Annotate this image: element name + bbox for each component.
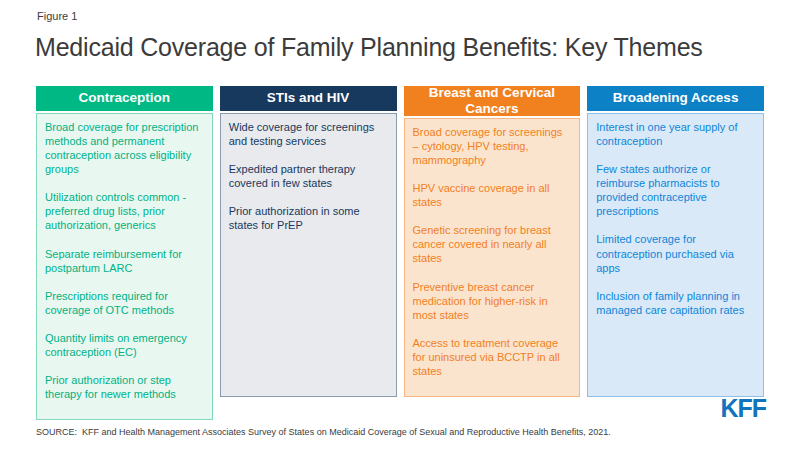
source-note: SOURCE: KFF and Health Management Associ… <box>36 427 611 437</box>
column-body: Wide coverage for screenings and testing… <box>220 113 397 397</box>
theme-item: Expedited partner therapy covered in few… <box>229 162 388 190</box>
column-contraception: Contraception Broad coverage for prescri… <box>36 86 213 397</box>
theme-item: Broad coverage for screenings – cytology… <box>413 125 572 167</box>
column-breast-cervical-cancers: Breast and Cervical Cancers Broad covera… <box>404 86 581 397</box>
column-header: Contraception <box>36 86 213 111</box>
column-header: Breast and Cervical Cancers <box>404 86 581 116</box>
figure-page: { "figure_label": "Figure 1", "title": "… <box>0 0 800 450</box>
theme-columns: Contraception Broad coverage for prescri… <box>36 86 764 397</box>
column-stis-and-hiv: STIs and HIV Wide coverage for screening… <box>220 86 397 397</box>
theme-item: Quantity limits on emergency contracepti… <box>45 331 204 359</box>
column-header: STIs and HIV <box>220 86 397 111</box>
column-broadening-access: Broadening Access Interest in one year s… <box>587 86 764 397</box>
theme-item: Preventive breast cancer medication for … <box>413 280 572 322</box>
theme-item: HPV vaccine coverage in all states <box>413 181 572 209</box>
theme-item: Limited coverage for contraception purch… <box>596 232 755 274</box>
theme-item: Broad coverage for prescription methods … <box>45 120 204 176</box>
theme-item: Separate reimbursement for postpartum LA… <box>45 247 204 275</box>
kff-logo: KFF <box>720 394 766 423</box>
theme-item: Wide coverage for screenings and testing… <box>229 120 388 148</box>
column-body: Broad coverage for screenings – cytology… <box>404 118 581 397</box>
theme-item: Access to treatment coverage for uninsur… <box>413 336 572 378</box>
theme-item: Prescriptions required for coverage of O… <box>45 289 204 317</box>
theme-item: Inclusion of family planning in managed … <box>596 289 755 317</box>
theme-item: Prior authorization in some states for P… <box>229 204 388 232</box>
figure-label: Figure 1 <box>37 10 77 22</box>
theme-item: Interest in one year supply of contracep… <box>596 120 755 148</box>
page-title: Medicaid Coverage of Family Planning Ben… <box>35 33 775 62</box>
theme-item: Genetic screening for breast cancer cove… <box>413 223 572 265</box>
column-body: Broad coverage for prescription methods … <box>36 113 213 420</box>
column-header: Broadening Access <box>587 86 764 111</box>
theme-item: Utilization controls common - preferred … <box>45 190 204 232</box>
theme-item: Few states authorize or reimburse pharma… <box>596 162 755 218</box>
theme-item: Prior authorization or step therapy for … <box>45 373 204 401</box>
column-body: Interest in one year supply of contracep… <box>587 113 764 397</box>
